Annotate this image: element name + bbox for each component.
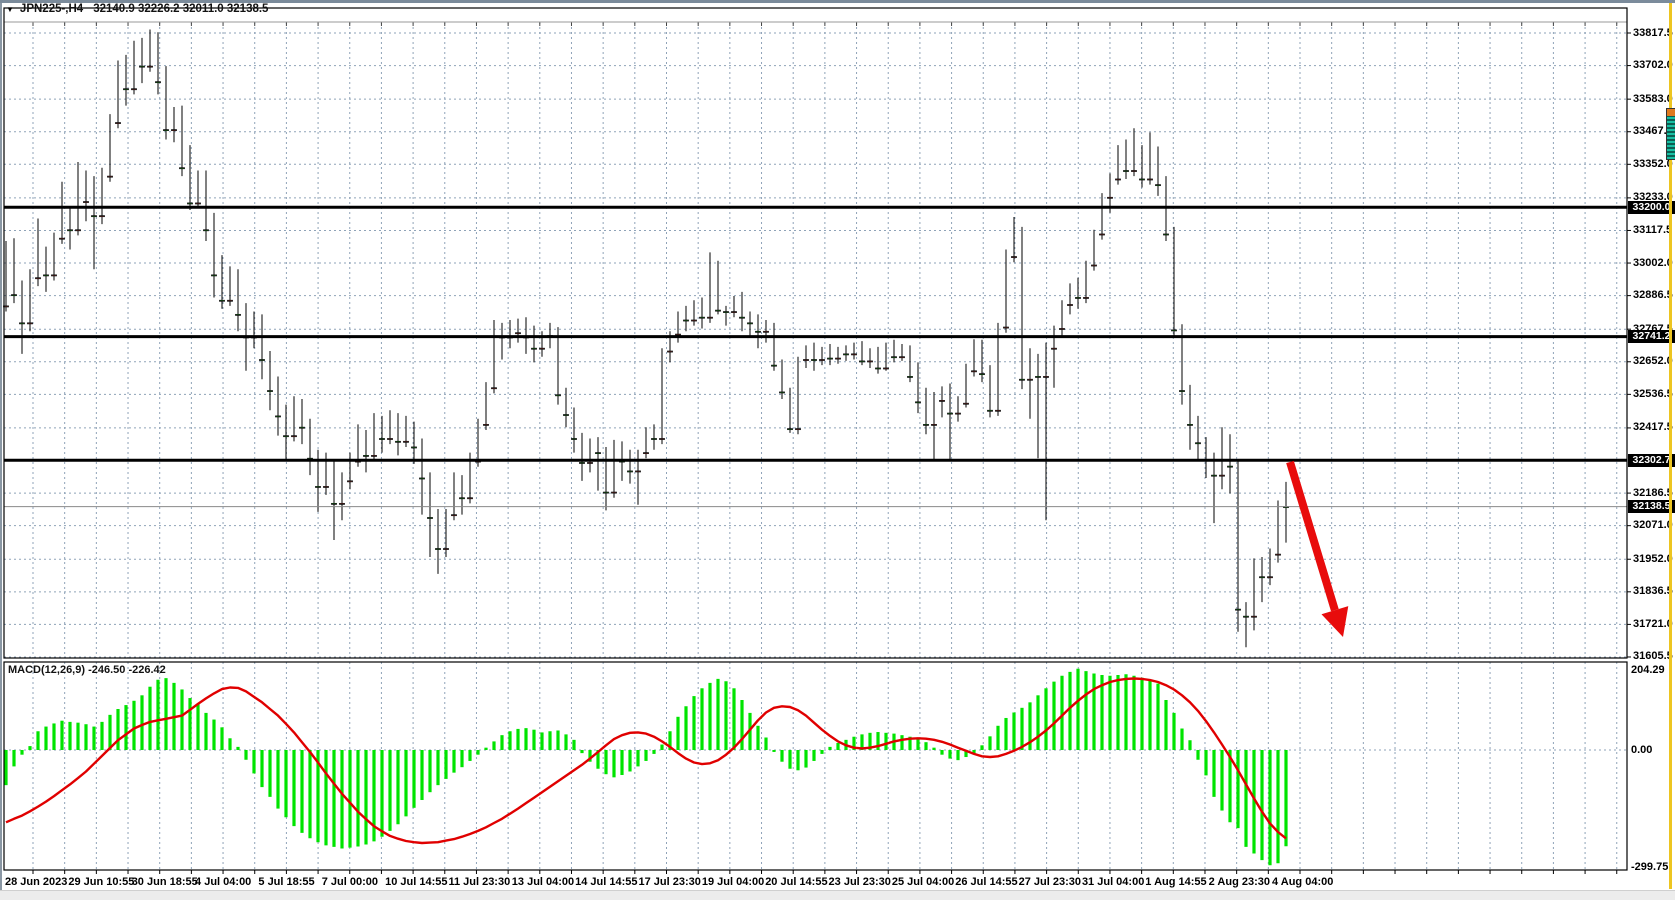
chart-title-bar: ▼ JPN225-,H4 32140.9 32226.2 32011.0 321… bbox=[6, 1, 268, 17]
price-tick-label: 32417.5 bbox=[1633, 421, 1673, 434]
symbol-dropdown-icon[interactable]: ▼ bbox=[6, 4, 14, 14]
time-tick-label: 13 Jul 04:00 bbox=[511, 876, 575, 888]
time-tick-label: 7 Jul 00:00 bbox=[321, 876, 379, 888]
price-tick-label: 33002.0 bbox=[1633, 256, 1673, 269]
level-price-badge: 32302.7 bbox=[1628, 453, 1675, 467]
price-tick-label: 32536.5 bbox=[1633, 387, 1673, 400]
window-top-edge bbox=[0, 0, 1675, 3]
window-left-edge bbox=[0, 3, 2, 900]
price-tick-label: 31952.0 bbox=[1633, 552, 1673, 565]
ohlc-values: 32140.9 32226.2 32011.0 32138.5 bbox=[93, 3, 269, 15]
price-tick-label: 33352.0 bbox=[1633, 157, 1673, 170]
time-tick-label: 20 Jul 14:55 bbox=[765, 876, 828, 888]
time-tick-label: 31 Jul 04:00 bbox=[1081, 876, 1145, 888]
time-tick-label: 4 Jul 04:00 bbox=[195, 876, 252, 888]
macd-indicator-label: MACD(12,26,9) -246.50 -226.42 bbox=[8, 664, 166, 676]
time-tick-label: 19 Jul 04:00 bbox=[701, 876, 765, 888]
current-price-badge: 32138.5 bbox=[1628, 500, 1675, 514]
price-tick-label: 31721.0 bbox=[1633, 617, 1673, 630]
time-tick-label: 27 Jul 23:30 bbox=[1018, 876, 1081, 888]
time-tick-label: 28 Jun 2023 bbox=[5, 876, 68, 888]
time-tick-label: 14 Jul 14:55 bbox=[575, 876, 638, 888]
time-tick-label: 1 Aug 14:55 bbox=[1145, 876, 1207, 888]
scrollbar-thumb-cap bbox=[1667, 109, 1675, 116]
time-tick-label: 23 Jul 23:30 bbox=[828, 876, 891, 888]
level-price-badge: 32741.2 bbox=[1628, 330, 1675, 344]
time-tick-label: 17 Jul 23:30 bbox=[638, 876, 701, 888]
time-tick-label: 10 Jul 14:55 bbox=[385, 876, 448, 888]
price-tick-label: 32186.5 bbox=[1633, 486, 1673, 499]
price-tick-label: 33702.0 bbox=[1633, 59, 1673, 72]
window-bottom-edge bbox=[0, 890, 1675, 900]
time-tick-label: 26 Jul 14:55 bbox=[955, 876, 1018, 888]
macd-tick-label: 204.29 bbox=[1631, 663, 1665, 676]
price-tick-label: 32886.5 bbox=[1633, 289, 1673, 302]
time-tick-label: 11 Jul 23:30 bbox=[448, 876, 511, 888]
macd-tick-label: 0.00 bbox=[1631, 743, 1653, 756]
time-tick-label: 29 Jun 10:55 bbox=[68, 876, 135, 888]
time-tick-label: 2 Aug 23:30 bbox=[1208, 876, 1270, 888]
time-tick-label: 25 Jul 04:00 bbox=[891, 876, 955, 888]
time-tick-label: 5 Jul 18:55 bbox=[258, 876, 315, 888]
price-tick-label: 33117.5 bbox=[1633, 223, 1673, 236]
price-tick-label: 31605.5 bbox=[1633, 650, 1673, 663]
time-tick-label: 4 Aug 04:00 bbox=[1272, 876, 1334, 888]
price-tick-label: 32071.0 bbox=[1633, 519, 1673, 532]
price-tick-label: 33817.5 bbox=[1633, 26, 1673, 39]
price-tick-label: 33583.0 bbox=[1633, 92, 1673, 105]
price-tick-label: 31836.5 bbox=[1633, 585, 1673, 598]
time-tick-label: 30 Jun 18:55 bbox=[131, 876, 198, 888]
instrument-label: JPN225-,H4 bbox=[19, 3, 84, 15]
scrollbar-thumb[interactable] bbox=[1666, 108, 1675, 160]
macd-tick-label: -299.75 bbox=[1631, 860, 1669, 873]
price-tick-label: 32652.0 bbox=[1633, 355, 1673, 368]
price-tick-label: 33467.5 bbox=[1633, 125, 1673, 138]
window-right-highlight bbox=[1669, 3, 1672, 889]
price-tick-label: 33233.0 bbox=[1633, 191, 1673, 204]
level-price-badge: 33200.0 bbox=[1628, 200, 1675, 214]
